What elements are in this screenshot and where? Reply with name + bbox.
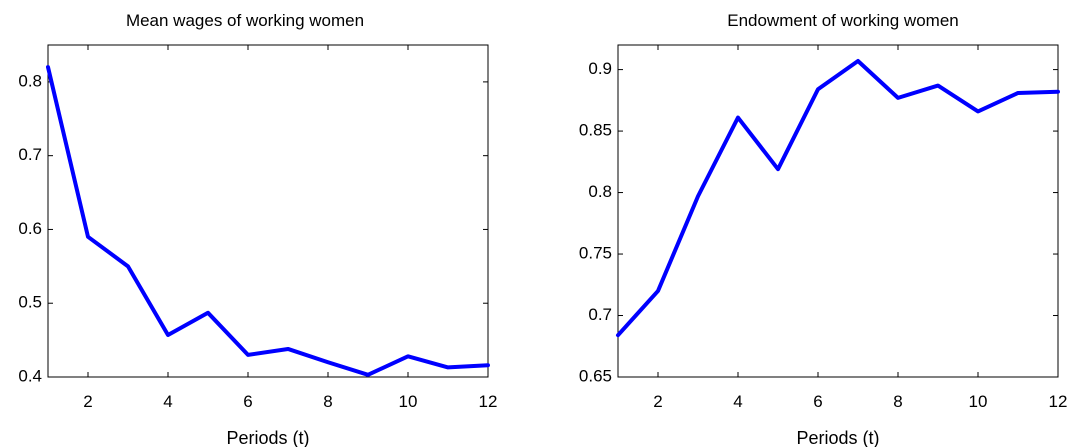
series-line [616,58,1060,338]
y-tick-label: 0.75 [579,244,612,263]
y-tick-label: 0.8 [588,182,612,201]
x-tick-label: 10 [399,392,418,411]
x-tick-label: 6 [813,392,822,411]
ticks-group [48,45,489,378]
y-tick-label: 0.9 [588,59,612,78]
y-tick-label: 0.8 [18,71,42,90]
x-tick-label: 4 [733,392,742,411]
y-tick-label: 0.7 [18,145,42,164]
x-tick-label: 12 [479,392,498,411]
series-line [46,65,490,377]
y-tick-label: 0.6 [18,219,42,238]
x-axis-label: Periods (t) [226,428,309,447]
y-tick-label: 0.7 [588,305,612,324]
axes-frame [617,44,1059,378]
x-tick-label: 8 [323,392,332,411]
chart-panel-mean-wages: Mean wages of working women 2 4 6 8 10 12 0.4 0… [18,11,497,447]
y-tick-label: 0.4 [18,366,42,385]
x-tick-label: 8 [893,392,902,411]
x-tick-label: 2 [83,392,92,411]
ticks-group [618,45,1059,378]
chart-panel-endowment: Endowment of working women 2 4 6 8 10 12 0.65 0… [579,11,1068,447]
x-tick-label: 4 [163,392,172,411]
y-tick-label: 0.65 [579,366,612,385]
y-tick-label: 0.5 [18,293,42,312]
x-tick-label: 6 [243,392,252,411]
chart-title: Mean wages of working women [126,11,364,30]
x-tick-label: 12 [1049,392,1068,411]
x-axis-label: Periods (t) [796,428,879,447]
x-tick-label: 2 [653,392,662,411]
y-tick-label: 0.85 [579,121,612,140]
tick-labels-group: 2 4 6 8 10 12 0.4 0.5 0.6 0.7 0.8 [18,71,497,411]
tick-labels-group: 2 4 6 8 10 12 0.65 0.7 0.75 0.8 0.85 0.9 [579,59,1068,411]
chart-title: Endowment of working women [727,11,959,30]
axes-frame [47,44,489,378]
x-tick-label: 10 [969,392,988,411]
